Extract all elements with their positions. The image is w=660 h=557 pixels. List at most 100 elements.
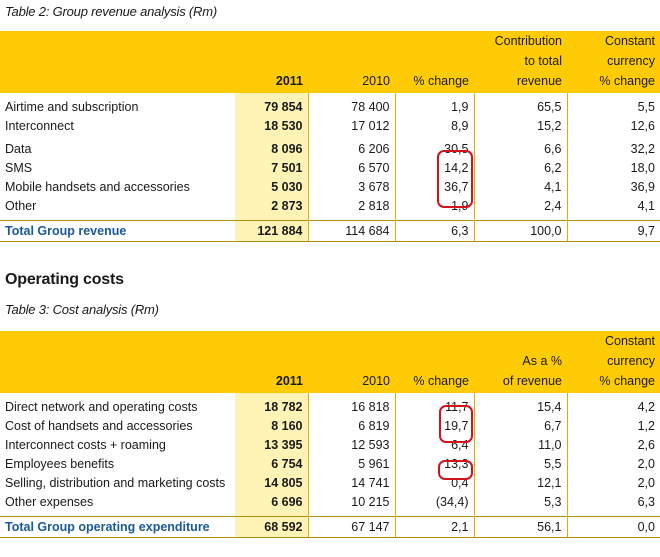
value-2010: 17 012: [307, 117, 395, 136]
table3-title: Table 3: Cost analysis (Rm): [5, 302, 159, 317]
contrib-header-1: Contribution: [474, 31, 567, 51]
change-header: % change: [395, 71, 474, 93]
table-row: SMS 7 501 6 570 14,2 6,2 18,0: [0, 159, 660, 178]
table-row: Direct network and operating costs 18 78…: [0, 398, 660, 417]
year-2010-header: 2010: [308, 371, 395, 393]
label-header: [0, 371, 235, 393]
value-change: 14,2: [394, 159, 474, 178]
value-pct: 15,4: [473, 398, 567, 417]
value-constant: 5,5: [566, 98, 660, 117]
constant-header-2: currency: [567, 351, 660, 371]
total-pct: 56,1: [473, 516, 567, 538]
table-row: Mobile handsets and accessories 5 030 3 …: [0, 178, 660, 197]
value-constant: 6,3: [566, 493, 660, 512]
value-change: 36,7: [394, 178, 474, 197]
value-change: (34,4): [394, 493, 474, 512]
revenue-table: Contribution Constant to total currency …: [0, 31, 660, 242]
row-label: Data: [5, 142, 32, 156]
value-2011: 14 805: [235, 474, 308, 493]
contrib-header-3: revenue: [474, 71, 567, 93]
value-2011: 6 696: [235, 493, 308, 512]
value-2010: 6 819: [307, 417, 395, 436]
table-row: Interconnect 18 530 17 012 8,9 15,2 12,6: [0, 117, 660, 136]
row-label: Airtime and subscription: [5, 100, 139, 114]
highlight-circle: [438, 460, 473, 480]
value-change: 11,7: [394, 398, 474, 417]
value-2011: 5 030: [235, 178, 308, 197]
value-2010: 5 961: [307, 455, 395, 474]
value-contrib: 15,2: [473, 117, 567, 136]
value-change: 1,9: [394, 98, 474, 117]
total-change: 6,3: [394, 220, 474, 242]
row-label: Other expenses: [5, 495, 94, 509]
contrib-header-2: to total: [474, 51, 567, 71]
constant-header-1: Constant: [567, 331, 660, 351]
section-heading: Operating costs: [5, 271, 124, 288]
value-contrib: 2,4: [473, 197, 567, 216]
value-constant: 1,2: [566, 417, 660, 436]
value-constant: 36,9: [566, 178, 660, 197]
value-2011: 6 754: [235, 455, 308, 474]
table-row: Interconnect costs + roaming 13 395 12 5…: [0, 436, 660, 455]
value-2011: 13 395: [235, 436, 308, 455]
total-2010: 114 684: [307, 220, 395, 242]
total-row: Total Group operating expenditure 68 592…: [0, 516, 660, 538]
constant-header-1: Constant: [567, 31, 660, 51]
change-header: % change: [395, 371, 474, 393]
row-label: Interconnect: [5, 119, 74, 133]
total-constant: 0,0: [566, 516, 660, 538]
pct-header-2: of revenue: [474, 371, 567, 393]
value-2010: 12 593: [307, 436, 395, 455]
year-2011-header: 2011: [235, 371, 308, 393]
value-constant: 18,0: [566, 159, 660, 178]
row-label: Cost of handsets and accessories: [5, 419, 193, 433]
total-label: Total Group revenue: [0, 220, 235, 242]
highlight-circle: [437, 150, 473, 208]
year-2011-header: 2011: [235, 71, 308, 93]
total-row: Total Group revenue 121 884 114 684 6,3 …: [0, 220, 660, 242]
constant-header-3: % change: [567, 71, 660, 93]
table-row: Cost of handsets and accessories 8 160 6…: [0, 417, 660, 436]
total-2010: 67 147: [307, 516, 395, 538]
value-constant: 4,1: [566, 197, 660, 216]
total-contrib: 100,0: [473, 220, 567, 242]
total-2011: 68 592: [235, 516, 308, 538]
row-label: Interconnect costs + roaming: [5, 438, 166, 452]
total-label: Total Group operating expenditure: [0, 516, 235, 538]
value-2010: 2 818: [307, 197, 395, 216]
total-2011: 121 884: [235, 220, 308, 242]
cost-table: Constant As a % currency 2011 2010 % cha…: [0, 331, 660, 538]
table-row: Other 2 873 2 818 1,9 2,4 4,1: [0, 197, 660, 216]
row-label: Employees benefits: [5, 457, 115, 471]
row-label: Mobile handsets and accessories: [5, 180, 190, 194]
value-2011: 8 096: [235, 140, 308, 159]
constant-header-2: currency: [567, 51, 660, 71]
value-2011: 18 782: [235, 398, 308, 417]
value-constant: 2,0: [566, 455, 660, 474]
table-row: Data 8 096 6 206 30,5 6,6 32,2: [0, 140, 660, 159]
value-contrib: 6,2: [473, 159, 567, 178]
value-2010: 78 400: [307, 98, 395, 117]
year-2010-header: 2010: [308, 71, 395, 93]
value-constant: 2,6: [566, 436, 660, 455]
pct-header-1: As a %: [474, 351, 567, 371]
total-change: 2,1: [394, 516, 474, 538]
row-label: Other: [5, 199, 37, 213]
value-2011: 2 873: [235, 197, 308, 216]
value-change: 8,9: [394, 117, 474, 136]
table-row: Employees benefits 6 754 5 961 13,3 5,5 …: [0, 455, 660, 474]
value-2011: 7 501: [235, 159, 308, 178]
table-row: Airtime and subscription 79 854 78 400 1…: [0, 98, 660, 117]
row-label: Direct network and operating costs: [5, 400, 198, 414]
value-contrib: 65,5: [473, 98, 567, 117]
value-2011: 79 854: [235, 98, 308, 117]
value-2011: 18 530: [235, 117, 308, 136]
value-pct: 12,1: [473, 474, 567, 493]
label-header: [0, 71, 235, 93]
total-constant: 9,7: [566, 220, 660, 242]
value-pct: 11,0: [473, 436, 567, 455]
row-label: Selling, distribution and marketing cost…: [5, 476, 226, 490]
value-contrib: 4,1: [473, 178, 567, 197]
value-pct: 5,3: [473, 493, 567, 512]
row-label: SMS: [5, 161, 33, 175]
